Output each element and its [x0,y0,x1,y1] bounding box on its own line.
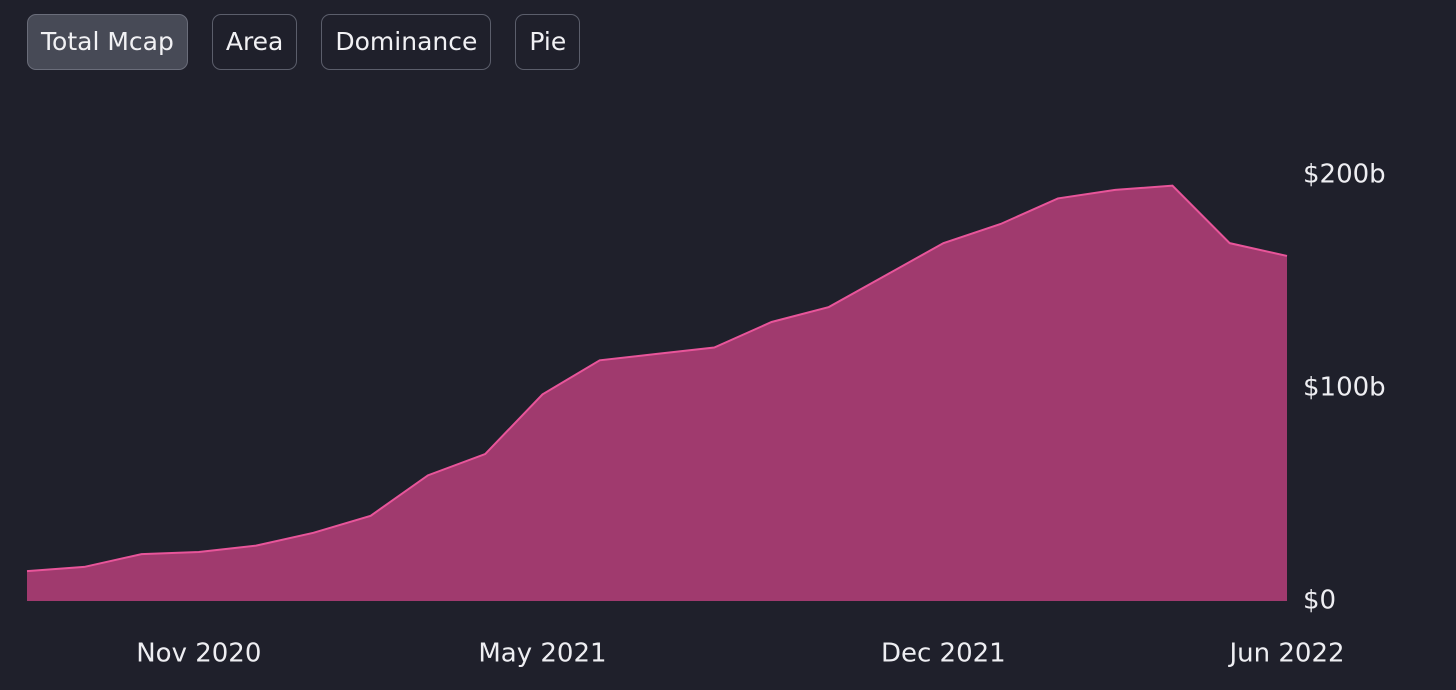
area-line [26,184,1288,573]
x-tick-label: Dec 2021 [881,639,1006,669]
tab[interactable]: Total Mcap [27,14,188,70]
area [27,185,1287,601]
tab[interactable]: Area [211,14,298,70]
x-tick-label: May 2021 [478,639,606,669]
tab-bar: Total Mcap Area Dominance Pie [27,14,581,70]
x-tick-label: Nov 2020 [136,639,261,669]
x-tick-label: Jun 2022 [1227,639,1344,669]
tab[interactable]: Dominance [321,14,492,70]
tab[interactable]: Pie [515,14,581,70]
y-tick-label: $100b [1303,373,1386,403]
y-tick-label: $0 [1303,586,1336,616]
y-tick-label: $200b [1303,160,1386,190]
